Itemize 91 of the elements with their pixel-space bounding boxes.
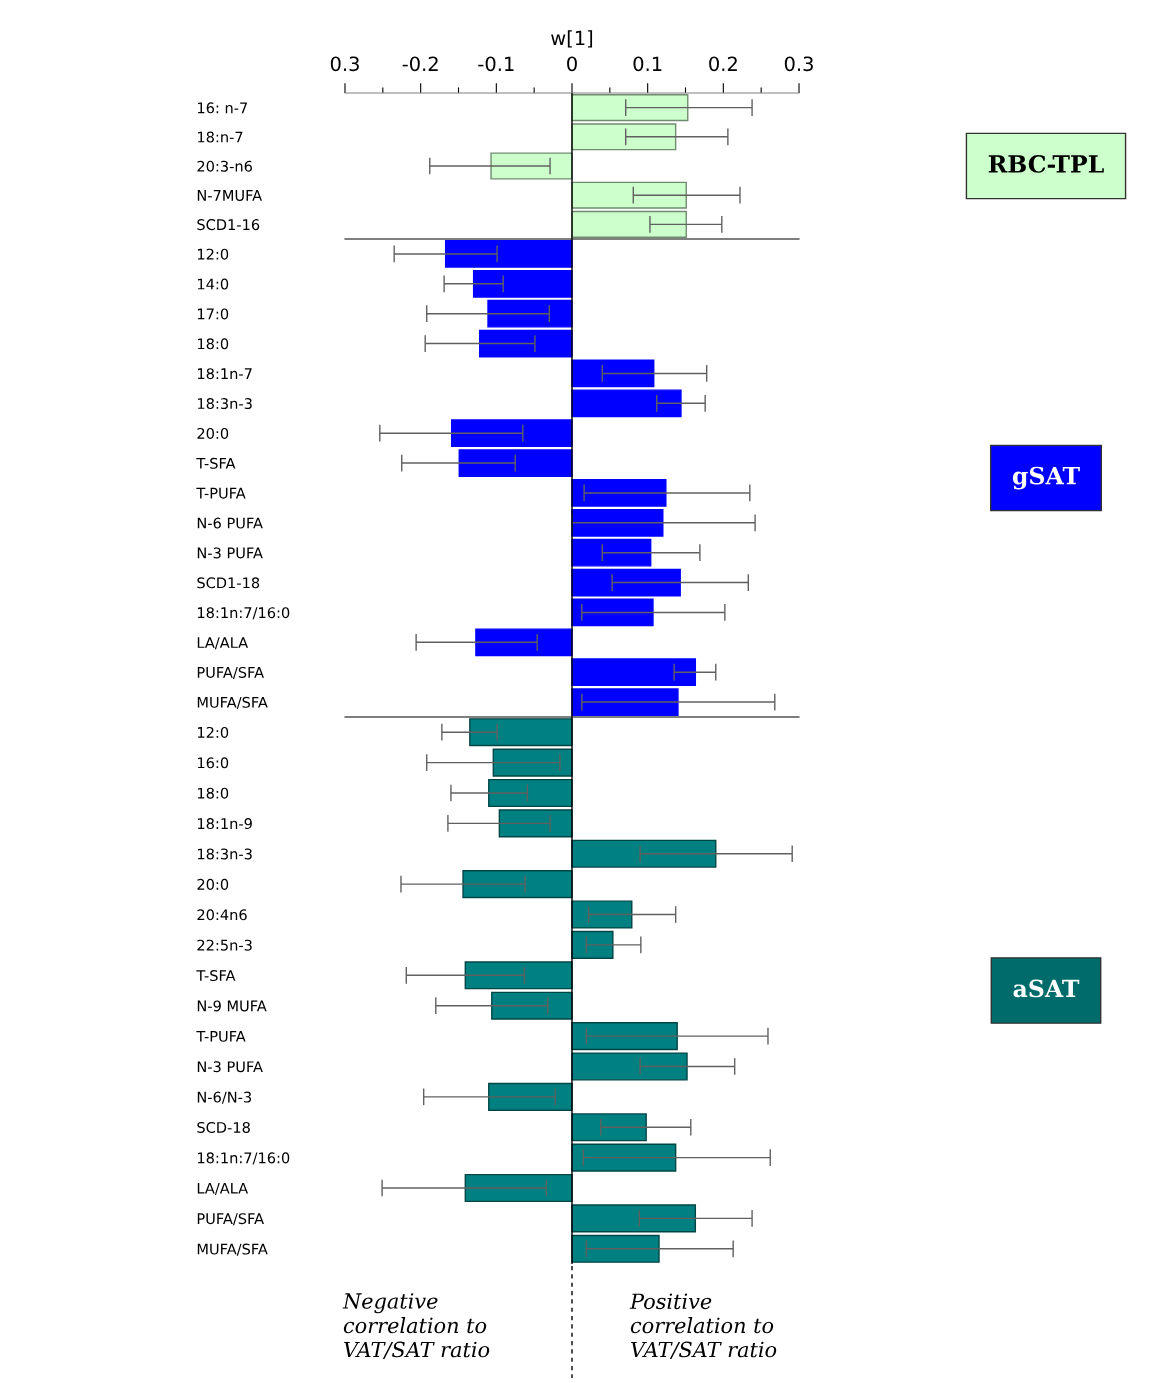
- y-tick-label: MUFA/SFA: [197, 696, 268, 709]
- y-tick-label: LA/ALA: [197, 1182, 249, 1195]
- x-tick-label: -0.1: [478, 56, 514, 72]
- bar: [571, 210, 687, 238]
- bar: [469, 718, 573, 747]
- y-tick-label: 18:1n-9: [197, 818, 252, 830]
- bar: [571, 389, 682, 418]
- bar: [571, 839, 717, 868]
- y-tick-label: PUFA/SFA: [197, 1213, 264, 1226]
- x-tick-label: 0: [567, 56, 577, 72]
- bar: [571, 930, 614, 959]
- bar: [571, 1234, 660, 1263]
- y-tick-label: MUFA/SFA: [197, 1243, 268, 1256]
- bar: [462, 870, 573, 899]
- y-tick-label: 18:1n:7/16:0: [197, 607, 290, 620]
- bar: [571, 359, 655, 388]
- y-tick-label: T-SFA: [196, 457, 236, 469]
- text: gSAT: [1012, 466, 1080, 490]
- x-axis-title: w[1]: [551, 30, 593, 48]
- y-tick-label: 18:0: [197, 338, 229, 350]
- y-tick-label: N-3 PUFA: [197, 1061, 263, 1073]
- x-tick-label: 0.1: [633, 56, 662, 72]
- y-tick-label: N-9 MUFA: [197, 1000, 267, 1012]
- y-tick-label: 22:5n-3: [197, 939, 252, 951]
- bar: [571, 181, 687, 209]
- bar: [571, 900, 633, 929]
- y-tick-label: SCD-18: [197, 1121, 250, 1133]
- y-tick-label: 18:1n-7: [197, 368, 252, 380]
- bar: [478, 329, 573, 358]
- y-tick-label: LA/ALA: [197, 637, 249, 650]
- y-tick-label: 20:4n6: [197, 909, 247, 921]
- bar: [571, 1113, 647, 1142]
- x-tick-label: 0.3: [784, 56, 813, 72]
- bar: [472, 269, 573, 298]
- y-tick-label: 17:0: [197, 308, 229, 320]
- y-tick-label: 12:0: [197, 248, 229, 260]
- bar: [464, 1173, 573, 1203]
- y-tick-label: 18:0: [197, 787, 229, 799]
- y-tick-label: 20:0: [197, 427, 229, 439]
- bar: [571, 658, 697, 687]
- y-tick-label: T-PUFA: [196, 1030, 246, 1042]
- bar: [571, 508, 664, 537]
- y-tick-label: N-7MUFA: [197, 190, 263, 201]
- text: Positive correlation to VAT/SAT ratio: [629, 1293, 777, 1359]
- bar: [488, 1082, 573, 1111]
- bar: [450, 419, 573, 448]
- x-tick-label: 0.3: [330, 56, 359, 72]
- y-tick-label: 20:3-n6: [197, 160, 252, 172]
- y-tick-label: N-6 PUFA: [197, 517, 263, 529]
- bar: [475, 628, 573, 657]
- bar: [571, 1143, 677, 1172]
- y-tick-label: N-3 PUFA: [197, 547, 263, 559]
- bar: [490, 152, 573, 180]
- bar: [444, 240, 573, 268]
- bar: [571, 688, 679, 716]
- bar: [571, 1052, 688, 1081]
- bar: [571, 1022, 678, 1051]
- x-tick-label: -0.2: [402, 56, 438, 72]
- y-tick-label: SCD1-16: [197, 219, 260, 231]
- y-tick-label: 16: n-7: [197, 102, 248, 114]
- bar: [492, 748, 573, 777]
- bar: [571, 1204, 697, 1233]
- y-tick-label: 14:0: [197, 278, 229, 290]
- y-tick-label: 20:0: [197, 878, 229, 890]
- bar: [487, 299, 573, 328]
- y-tick-label: 12:0: [197, 726, 229, 738]
- y-tick-label: T-SFA: [196, 970, 236, 982]
- x-tick-label: 0.2: [709, 56, 737, 72]
- y-tick-label: 16:0: [197, 757, 229, 769]
- y-tick-label: SCD1-18: [197, 577, 260, 589]
- bar: [571, 123, 677, 151]
- bar: [571, 538, 652, 567]
- text: Negative correlation to VAT/SAT ratio: [342, 1293, 490, 1359]
- bar: [488, 778, 573, 808]
- y-tick-label: 18:3n-3: [197, 398, 252, 410]
- bar: [498, 809, 573, 838]
- text: RBC-TPL: [988, 154, 1104, 173]
- y-tick-label: N-6/N-3: [197, 1091, 252, 1104]
- bar: [464, 961, 573, 990]
- text: aSAT: [1013, 979, 1080, 998]
- bar: [571, 598, 654, 627]
- bar: [458, 449, 573, 477]
- bar: [571, 568, 681, 597]
- bar: [571, 94, 689, 122]
- bar: [571, 479, 667, 507]
- y-tick-label: 18:3n-3: [197, 848, 252, 860]
- y-tick-label: 18:n-7: [197, 131, 243, 143]
- y-tick-label: 18:1n:7/16:0: [197, 1152, 290, 1165]
- bar: [491, 991, 573, 1020]
- y-tick-label: PUFA/SFA: [197, 666, 264, 680]
- y-tick-label: T-PUFA: [196, 487, 246, 499]
